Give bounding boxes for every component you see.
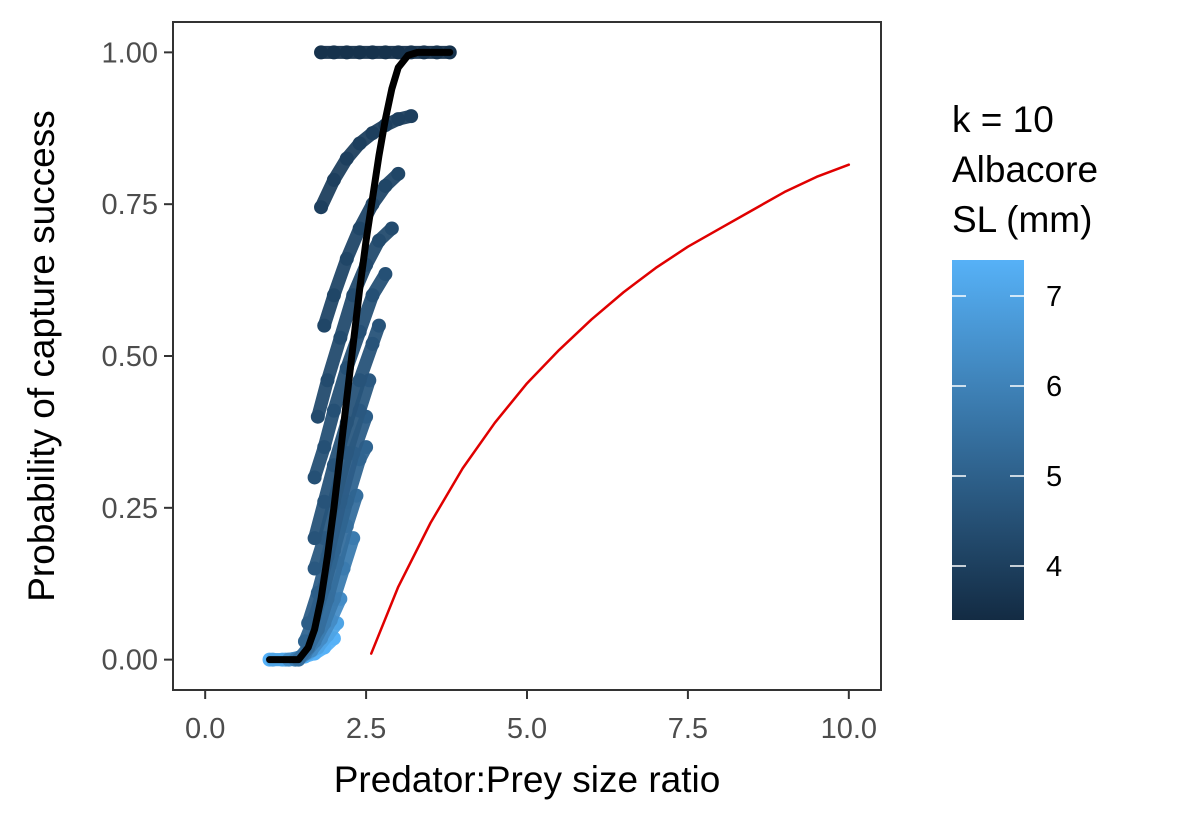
data-point [365, 336, 380, 351]
data-point [371, 233, 386, 248]
data-point [378, 267, 393, 282]
data-point [378, 45, 393, 60]
data-point [314, 45, 329, 60]
y-tick-label: 0.50 [102, 341, 158, 373]
data-point [384, 221, 399, 236]
data-point [310, 409, 325, 424]
data-point [326, 288, 341, 303]
axes: 0.0 2.5 5.0 7.5 10.0 0.00 0.25 0.50 0.75 1.00 [102, 37, 877, 745]
data-point [307, 561, 322, 576]
data-point [314, 200, 329, 215]
y-tick-label: 0.00 [102, 645, 158, 677]
plot-panel [172, 21, 882, 691]
data-point [317, 318, 332, 333]
data-point [317, 440, 332, 455]
data-point [365, 126, 380, 141]
data-point [352, 136, 367, 151]
data-point [307, 531, 322, 546]
data-point [378, 178, 393, 193]
colorbar-tick-label: 5 [1046, 461, 1062, 493]
x-tick-label: 10.0 [821, 713, 877, 745]
data-point [317, 494, 332, 509]
y-tick-label: 0.25 [102, 493, 158, 525]
data-point [320, 373, 335, 388]
y-axis-title: Probability of capture success [21, 110, 62, 602]
colorbar [952, 260, 1024, 620]
data-point [339, 251, 354, 266]
mean-fit-line [266, 48, 454, 664]
model-curve-line [369, 163, 851, 655]
plot-marks [262, 45, 851, 667]
data-point [404, 109, 419, 124]
x-tick-label: 2.5 [346, 713, 386, 745]
legend: k = 10 Albacore SL (mm) 4 5 6 7 [952, 99, 1098, 620]
data-point [333, 330, 348, 345]
data-point [326, 403, 341, 418]
x-axis-title: Predator:Prey size ratio [334, 759, 721, 800]
y-tick-label: 0.75 [102, 189, 158, 221]
data-point [326, 172, 341, 187]
colorbar-tick-label: 6 [1046, 371, 1062, 403]
data-point [391, 166, 406, 181]
point-series-13 [314, 109, 419, 215]
data-point [326, 45, 341, 60]
data-point [339, 151, 354, 166]
data-point [371, 318, 386, 333]
legend-title-line-2: Albacore [952, 149, 1098, 190]
colorbar-ticks: 4 5 6 7 [952, 281, 1062, 583]
y-tick-label: 1.00 [102, 37, 158, 69]
data-point [391, 45, 406, 60]
data-point [365, 288, 380, 303]
colorbar-tick-label: 4 [1046, 551, 1062, 583]
data-point [307, 470, 322, 485]
x-tick-label: 0.0 [185, 713, 225, 745]
x-tick-label: 7.5 [668, 713, 708, 745]
x-tick-label: 5.0 [507, 713, 547, 745]
data-point [352, 45, 367, 60]
colorbar-tick-label: 7 [1046, 281, 1062, 313]
data-point [352, 221, 367, 236]
data-point [365, 45, 380, 60]
data-point [339, 45, 354, 60]
legend-title-line-1: k = 10 [952, 99, 1054, 140]
data-point [352, 373, 367, 388]
data-point [391, 112, 406, 127]
legend-title-line-3: SL (mm) [952, 199, 1092, 240]
